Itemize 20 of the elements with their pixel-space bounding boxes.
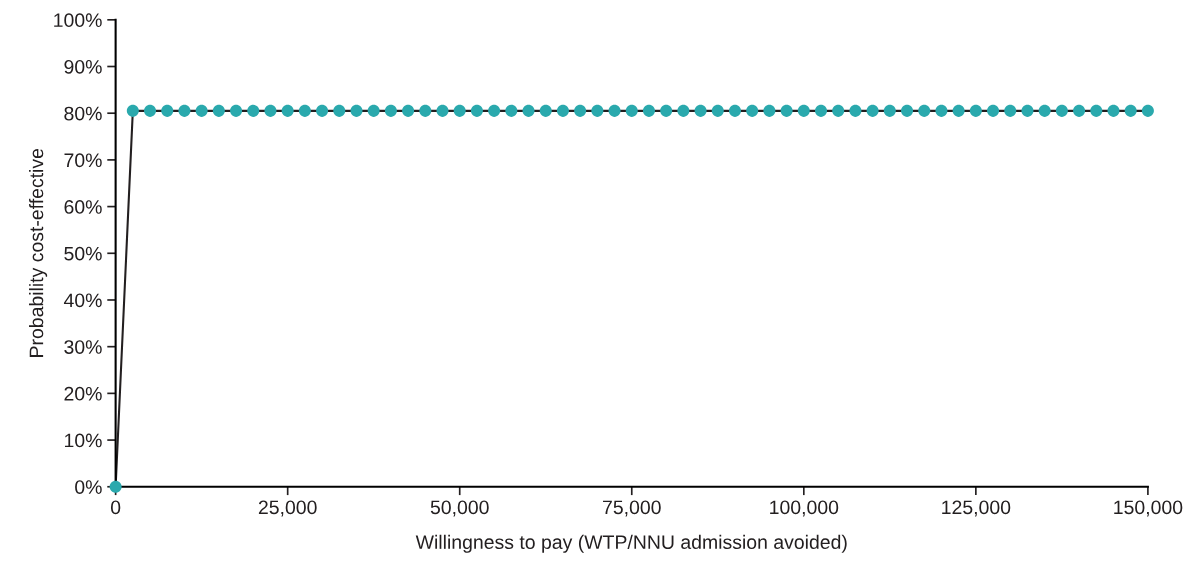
y-tick-label: 40%	[63, 293, 102, 308]
y-tick-label: 90%	[64, 59, 102, 74]
y-tick-label: 30%	[64, 340, 102, 354]
x-tick-label: 50,000	[430, 500, 489, 517]
x-tick-label: 0	[110, 500, 121, 515]
y-tick-label: 20%	[64, 386, 102, 401]
y-tick-label: 50%	[64, 246, 102, 261]
y-tick-label: 100%	[54, 13, 102, 28]
y-axis-title: Probability cost-effective	[29, 148, 48, 357]
x-tick-label: 25,000	[258, 500, 317, 517]
x-tick-label: 75,000	[603, 500, 661, 517]
x-tick-label: 150,000	[1114, 500, 1183, 517]
y-tick-label: 80%	[64, 106, 102, 121]
y-tick-label: 60%	[64, 200, 102, 214]
y-tick-label: 0%	[75, 480, 102, 494]
y-tick-label: 70%	[64, 153, 102, 168]
x-axis-title: Willingness to pay (WTP/NNU admission avoided)	[415, 534, 847, 553]
y-tick-label: 10%	[65, 433, 102, 448]
x-tick-label: 100,000	[770, 500, 839, 517]
x-tick-label: 125,000	[942, 500, 1011, 517]
